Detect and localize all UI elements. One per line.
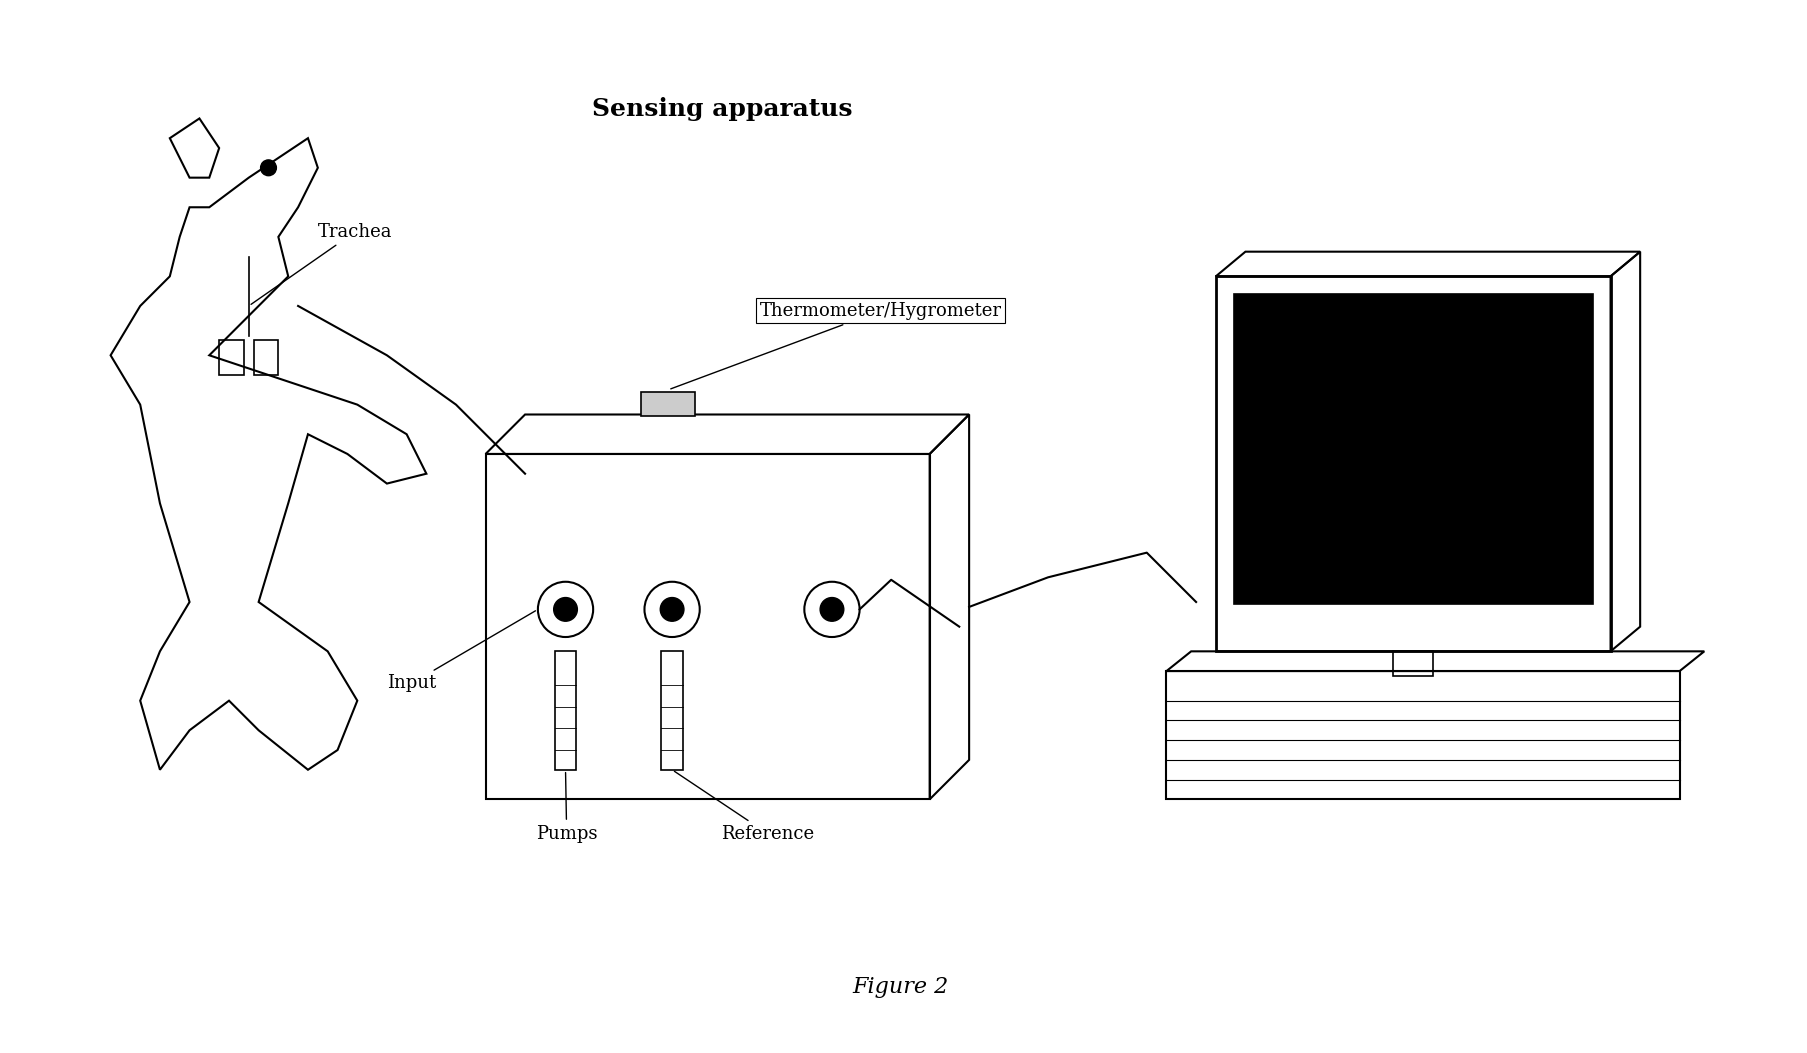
Text: Input: Input	[387, 611, 535, 692]
Text: Thermometer/Hygrometer: Thermometer/Hygrometer	[670, 302, 1001, 389]
Text: Reference: Reference	[674, 771, 815, 842]
Circle shape	[553, 597, 576, 621]
Circle shape	[660, 597, 683, 621]
Bar	[1214, 276, 1610, 652]
Text: Trachea: Trachea	[251, 223, 392, 304]
Circle shape	[820, 597, 844, 621]
Text: Pumps: Pumps	[535, 773, 596, 842]
Bar	[641, 392, 696, 417]
Text: Sensing apparatus: Sensing apparatus	[593, 97, 853, 121]
Bar	[253, 340, 278, 375]
Bar	[1232, 294, 1592, 604]
Text: Figure 2: Figure 2	[851, 976, 947, 998]
Bar	[555, 652, 576, 770]
Bar	[1393, 652, 1433, 676]
Bar	[219, 340, 244, 375]
Bar	[661, 652, 683, 770]
Circle shape	[260, 160, 276, 176]
